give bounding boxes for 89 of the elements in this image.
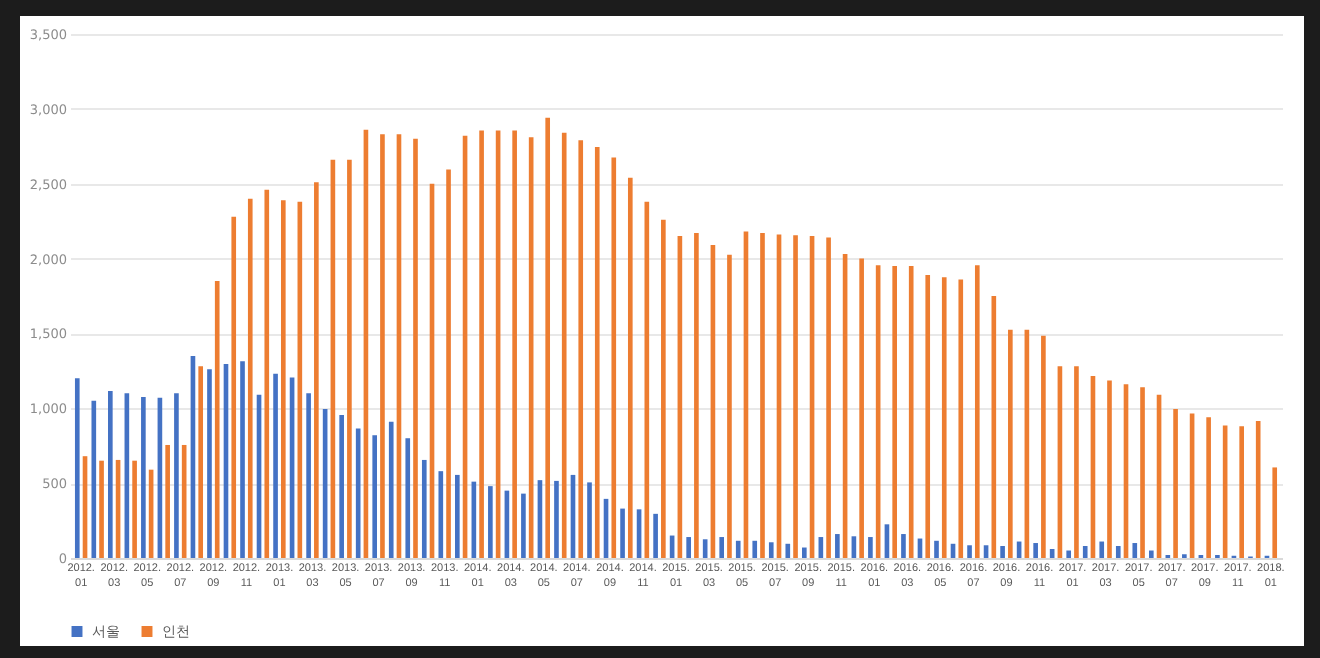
bar: [578, 140, 584, 558]
bar: [859, 258, 864, 558]
bar: [727, 254, 732, 558]
bar: [306, 393, 311, 558]
bar: [1173, 409, 1178, 558]
bar: [438, 471, 444, 558]
bar: [132, 460, 137, 558]
bar: [198, 366, 204, 558]
bar: [901, 534, 906, 558]
bar: [421, 459, 427, 558]
bar: [355, 428, 361, 558]
bar: [974, 265, 980, 558]
bar: [752, 540, 758, 558]
bar: [446, 169, 451, 558]
bar: [1074, 366, 1079, 558]
bar: [99, 460, 104, 558]
bar: [925, 275, 931, 558]
bar: [868, 537, 873, 558]
bar: [207, 369, 212, 558]
bar: [1107, 380, 1112, 558]
bar: [231, 216, 237, 558]
bar: [627, 177, 633, 558]
bar: [512, 130, 517, 558]
bar: [760, 233, 765, 558]
bar: [801, 547, 807, 558]
bar: [768, 542, 774, 558]
bar: [694, 233, 699, 558]
bar: [735, 540, 741, 558]
bar: [554, 480, 559, 558]
bar: [165, 444, 170, 558]
bar: [405, 438, 411, 558]
bar: [339, 415, 344, 558]
bar: [653, 513, 658, 558]
bar: [1206, 417, 1211, 558]
bar: [455, 474, 460, 558]
bar: [594, 147, 600, 558]
bar: [991, 296, 997, 558]
bar: [1132, 543, 1138, 558]
bar: [372, 435, 378, 558]
bar: [413, 138, 418, 558]
bar: [380, 134, 385, 558]
bar: [1000, 546, 1005, 558]
bar: [545, 117, 551, 558]
bar: [347, 159, 352, 558]
bar: [958, 279, 964, 558]
bar: [141, 397, 146, 558]
bar: [934, 540, 939, 558]
bar: [1008, 329, 1013, 558]
bar: [314, 182, 319, 558]
bar: [174, 393, 179, 558]
bar: [1082, 546, 1088, 558]
bar: [686, 537, 691, 558]
bar: [214, 281, 220, 558]
bar: [892, 266, 897, 558]
bar: [1148, 550, 1154, 558]
bar: [908, 266, 914, 558]
bar: [388, 421, 394, 558]
bar: [240, 361, 245, 558]
bar: [719, 537, 725, 558]
bar: [264, 189, 270, 558]
bar: [620, 508, 625, 558]
bar: [967, 545, 972, 558]
bar: [785, 543, 791, 558]
bar: [1066, 550, 1072, 558]
bar: [1041, 335, 1046, 558]
bar: [1099, 541, 1105, 558]
bar: [479, 130, 484, 558]
bar: [108, 391, 113, 558]
bar: [611, 157, 617, 558]
bar: [488, 486, 493, 558]
bar: [661, 219, 666, 558]
bar: [280, 200, 286, 558]
bar: [521, 493, 526, 558]
bar: [1272, 467, 1278, 558]
bar: [273, 373, 278, 558]
bar: [91, 400, 97, 558]
bar: [1033, 543, 1038, 558]
bar: [835, 534, 840, 558]
bar: [561, 132, 567, 558]
bar: [1239, 426, 1244, 558]
bar: [1140, 387, 1145, 558]
bar: [587, 482, 592, 558]
bar: [1255, 421, 1261, 558]
bar: [793, 235, 798, 558]
bar: [247, 198, 253, 558]
bar: [941, 277, 947, 558]
bar: [1115, 546, 1121, 558]
bar: [74, 378, 80, 558]
bar: [826, 237, 831, 558]
